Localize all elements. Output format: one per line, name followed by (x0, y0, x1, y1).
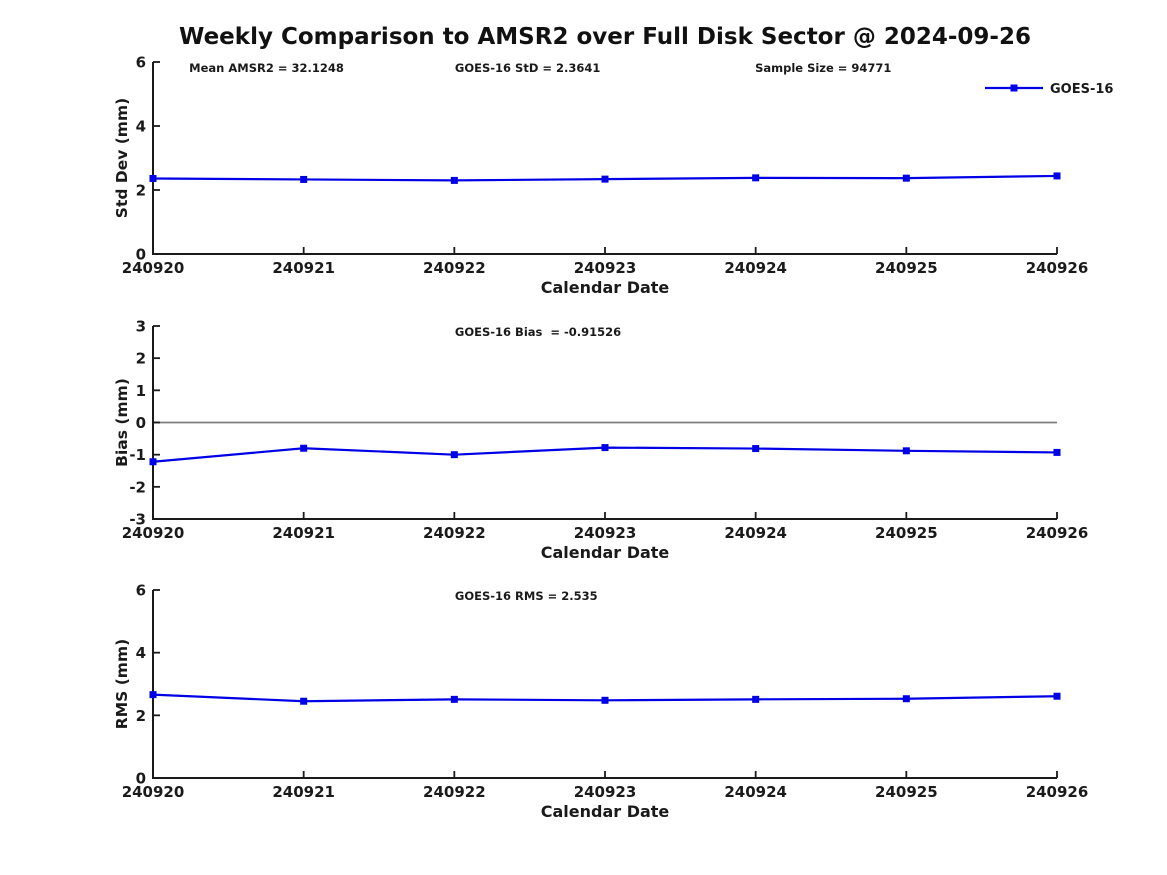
x-tick-label: 240920 (122, 524, 185, 542)
axis-spines (152, 62, 1057, 255)
x-tick-label: 240923 (574, 259, 637, 277)
y-tick-label: 6 (136, 582, 146, 600)
data-point-marker (450, 695, 458, 703)
x-axis-title: Calendar Date (541, 543, 670, 562)
annotation: Sample Size = 94771 (755, 61, 891, 75)
y-tick-label: 0 (136, 246, 146, 264)
stddev-chart: 0 2 4 6 240920 240921 240922 240923 240924 240925… (113, 54, 1113, 298)
data-point-marker (300, 444, 308, 452)
y-tick-label: -3 (129, 511, 146, 529)
data-point-marker (601, 444, 609, 452)
x-tick-label: 240924 (724, 259, 787, 277)
data-point-marker (450, 451, 458, 459)
annotation: GOES-16 Bias = -0.91526 (455, 325, 621, 339)
data-point-marker (902, 447, 910, 455)
axis-spines (152, 590, 1057, 779)
x-tick-label: 240922 (423, 783, 486, 801)
y-tick-label: 2 (136, 182, 146, 200)
y-tick-label: 1 (136, 382, 146, 400)
x-tick-label: 240922 (423, 259, 486, 277)
data-point-marker (149, 458, 157, 466)
y-axis-title: Std Dev (mm) (113, 98, 131, 218)
y-tick-label: 6 (136, 54, 146, 72)
rms-chart: 0 2 4 6 240920 240921 240922 240923 240924 240925… (113, 582, 1088, 822)
data-point-marker (450, 176, 458, 184)
x-tick-label: 240922 (423, 524, 486, 542)
x-tick-label: 240925 (875, 259, 938, 277)
annotation: GOES-16 RMS = 2.535 (455, 589, 598, 603)
y-tick-label: 2 (136, 707, 146, 725)
data-point-marker (752, 695, 760, 703)
y-tick-label: 4 (136, 644, 146, 662)
data-point-marker (752, 174, 760, 182)
y-tick-label: 3 (136, 318, 146, 336)
y-tick-label: 0 (136, 770, 146, 788)
bias-chart: -3 -2 -1 0 1 2 3 240920 240921 240922 240923 240924… (113, 318, 1088, 563)
y-tick-label: 4 (136, 118, 146, 136)
legend-label: GOES-16 (1050, 82, 1113, 97)
data-point-marker (1053, 172, 1061, 180)
data-point-marker (149, 174, 157, 182)
data-point-marker (1053, 692, 1061, 700)
data-point-marker (902, 174, 910, 182)
data-point-marker (300, 697, 308, 705)
y-tick-label: 0 (136, 414, 146, 432)
data-point-marker (300, 175, 308, 183)
data-point-marker (1053, 448, 1061, 456)
data-point-marker (149, 691, 157, 699)
legend: GOES-16 (985, 82, 1113, 97)
data-point-marker (902, 695, 910, 703)
x-axis-title: Calendar Date (541, 278, 670, 297)
x-tick-label: 240923 (574, 524, 637, 542)
data-point-marker (752, 445, 760, 453)
x-tick-label: 240921 (272, 524, 335, 542)
x-tick-label: 240925 (875, 783, 938, 801)
x-tick-label: 240926 (1026, 783, 1089, 801)
x-tick-label: 240921 (272, 783, 335, 801)
y-tick-label: -1 (129, 446, 146, 464)
legend-marker (1010, 84, 1018, 92)
y-axis-title: Bias (mm) (113, 378, 131, 467)
x-tick-label: 240923 (574, 783, 637, 801)
x-tick-label: 240926 (1026, 524, 1089, 542)
y-tick-label: -2 (129, 478, 146, 496)
data-point-marker (601, 696, 609, 704)
x-tick-label: 240926 (1026, 259, 1089, 277)
x-tick-label: 240924 (724, 524, 787, 542)
annotation: Mean AMSR2 = 32.1248 (189, 61, 344, 75)
y-tick-label: 2 (136, 350, 146, 368)
x-tick-label: 240921 (272, 259, 335, 277)
y-axis-title: RMS (mm) (113, 639, 131, 729)
data-point-marker (601, 175, 609, 183)
x-tick-label: 240920 (122, 259, 185, 277)
annotation: GOES-16 StD = 2.3641 (455, 61, 600, 75)
x-tick-label: 240920 (122, 783, 185, 801)
x-axis-title: Calendar Date (541, 802, 670, 821)
figure-title: Weekly Comparison to AMSR2 over Full Dis… (179, 24, 1031, 50)
x-tick-label: 240925 (875, 524, 938, 542)
x-tick-label: 240924 (724, 783, 787, 801)
